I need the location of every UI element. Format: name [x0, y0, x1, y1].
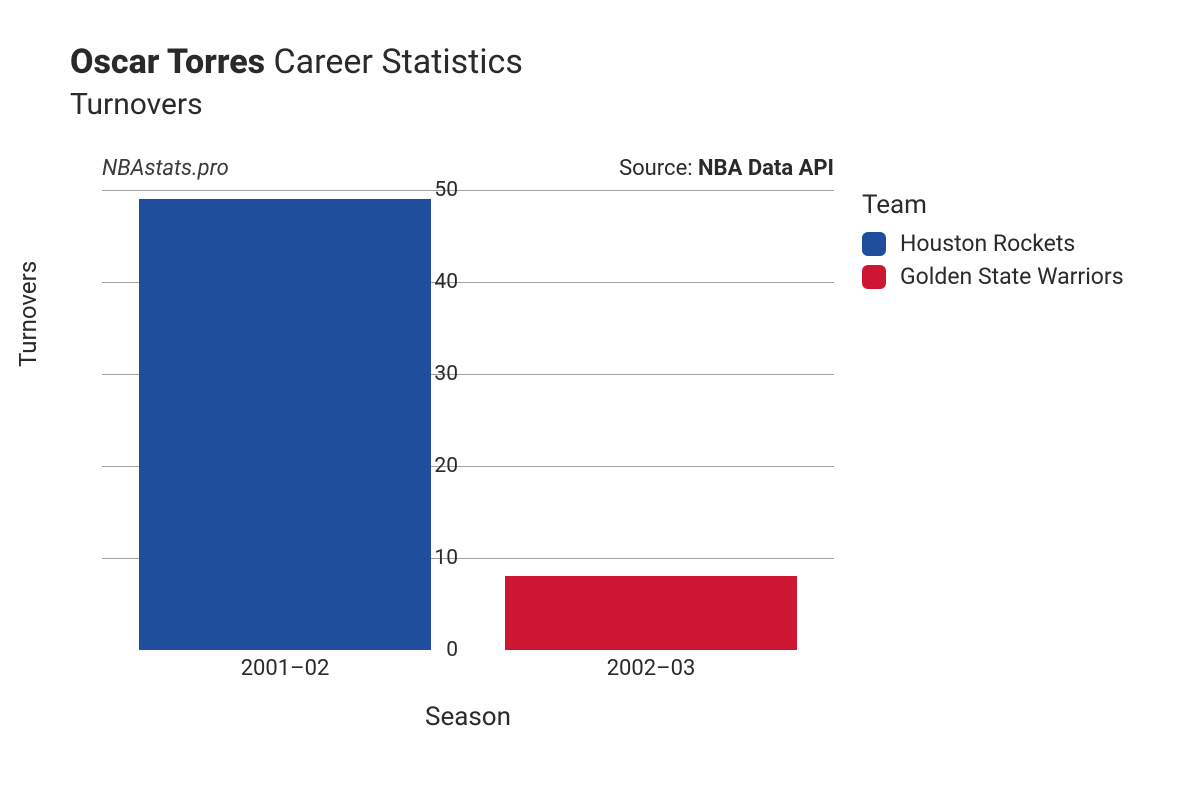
y-tick-label: 10	[410, 546, 458, 570]
title-player: Oscar Torres	[70, 42, 265, 82]
legend-title: Team	[862, 190, 1124, 220]
brand-text: NBAstats.pro	[102, 156, 229, 181]
title-suffix: Career Statistics	[274, 42, 523, 82]
legend-swatch	[862, 265, 886, 289]
y-tick-label: 20	[410, 454, 458, 478]
y-axis-label: Turnovers	[14, 261, 42, 367]
legend-item: Houston Rockets	[862, 230, 1124, 257]
y-tick-label: 40	[410, 270, 458, 294]
y-tick-label: 30	[410, 362, 458, 386]
chart-container: { "title": { "player": "Oscar Torres", "…	[0, 0, 1200, 800]
legend-item: Golden State Warriors	[862, 263, 1124, 290]
y-tick-label: 0	[410, 638, 458, 662]
y-tick-label: 50	[410, 178, 458, 202]
bar	[139, 199, 432, 650]
source-label: Source:	[619, 156, 698, 181]
x-tick-label: 2002–03	[607, 656, 696, 681]
legend-label: Golden State Warriors	[900, 263, 1124, 290]
x-tick-label: 2001–02	[241, 656, 330, 681]
legend-swatch	[862, 232, 886, 256]
title-block: Oscar Torres Career Statistics Turnovers	[70, 44, 523, 122]
source-value: NBA Data API	[698, 156, 834, 181]
x-axis-label: Season	[102, 702, 834, 732]
legend: Team Houston Rockets Golden State Warrior…	[862, 190, 1124, 296]
bar	[505, 576, 798, 650]
gridline	[102, 190, 834, 191]
meta-row: NBAstats.pro Source: NBA Data API	[102, 156, 834, 181]
source-text: Source: NBA Data API	[619, 156, 834, 181]
plot-area	[102, 190, 834, 650]
title-subtitle: Turnovers	[70, 87, 523, 122]
page-title: Oscar Torres Career Statistics	[70, 44, 523, 81]
legend-label: Houston Rockets	[900, 230, 1075, 257]
